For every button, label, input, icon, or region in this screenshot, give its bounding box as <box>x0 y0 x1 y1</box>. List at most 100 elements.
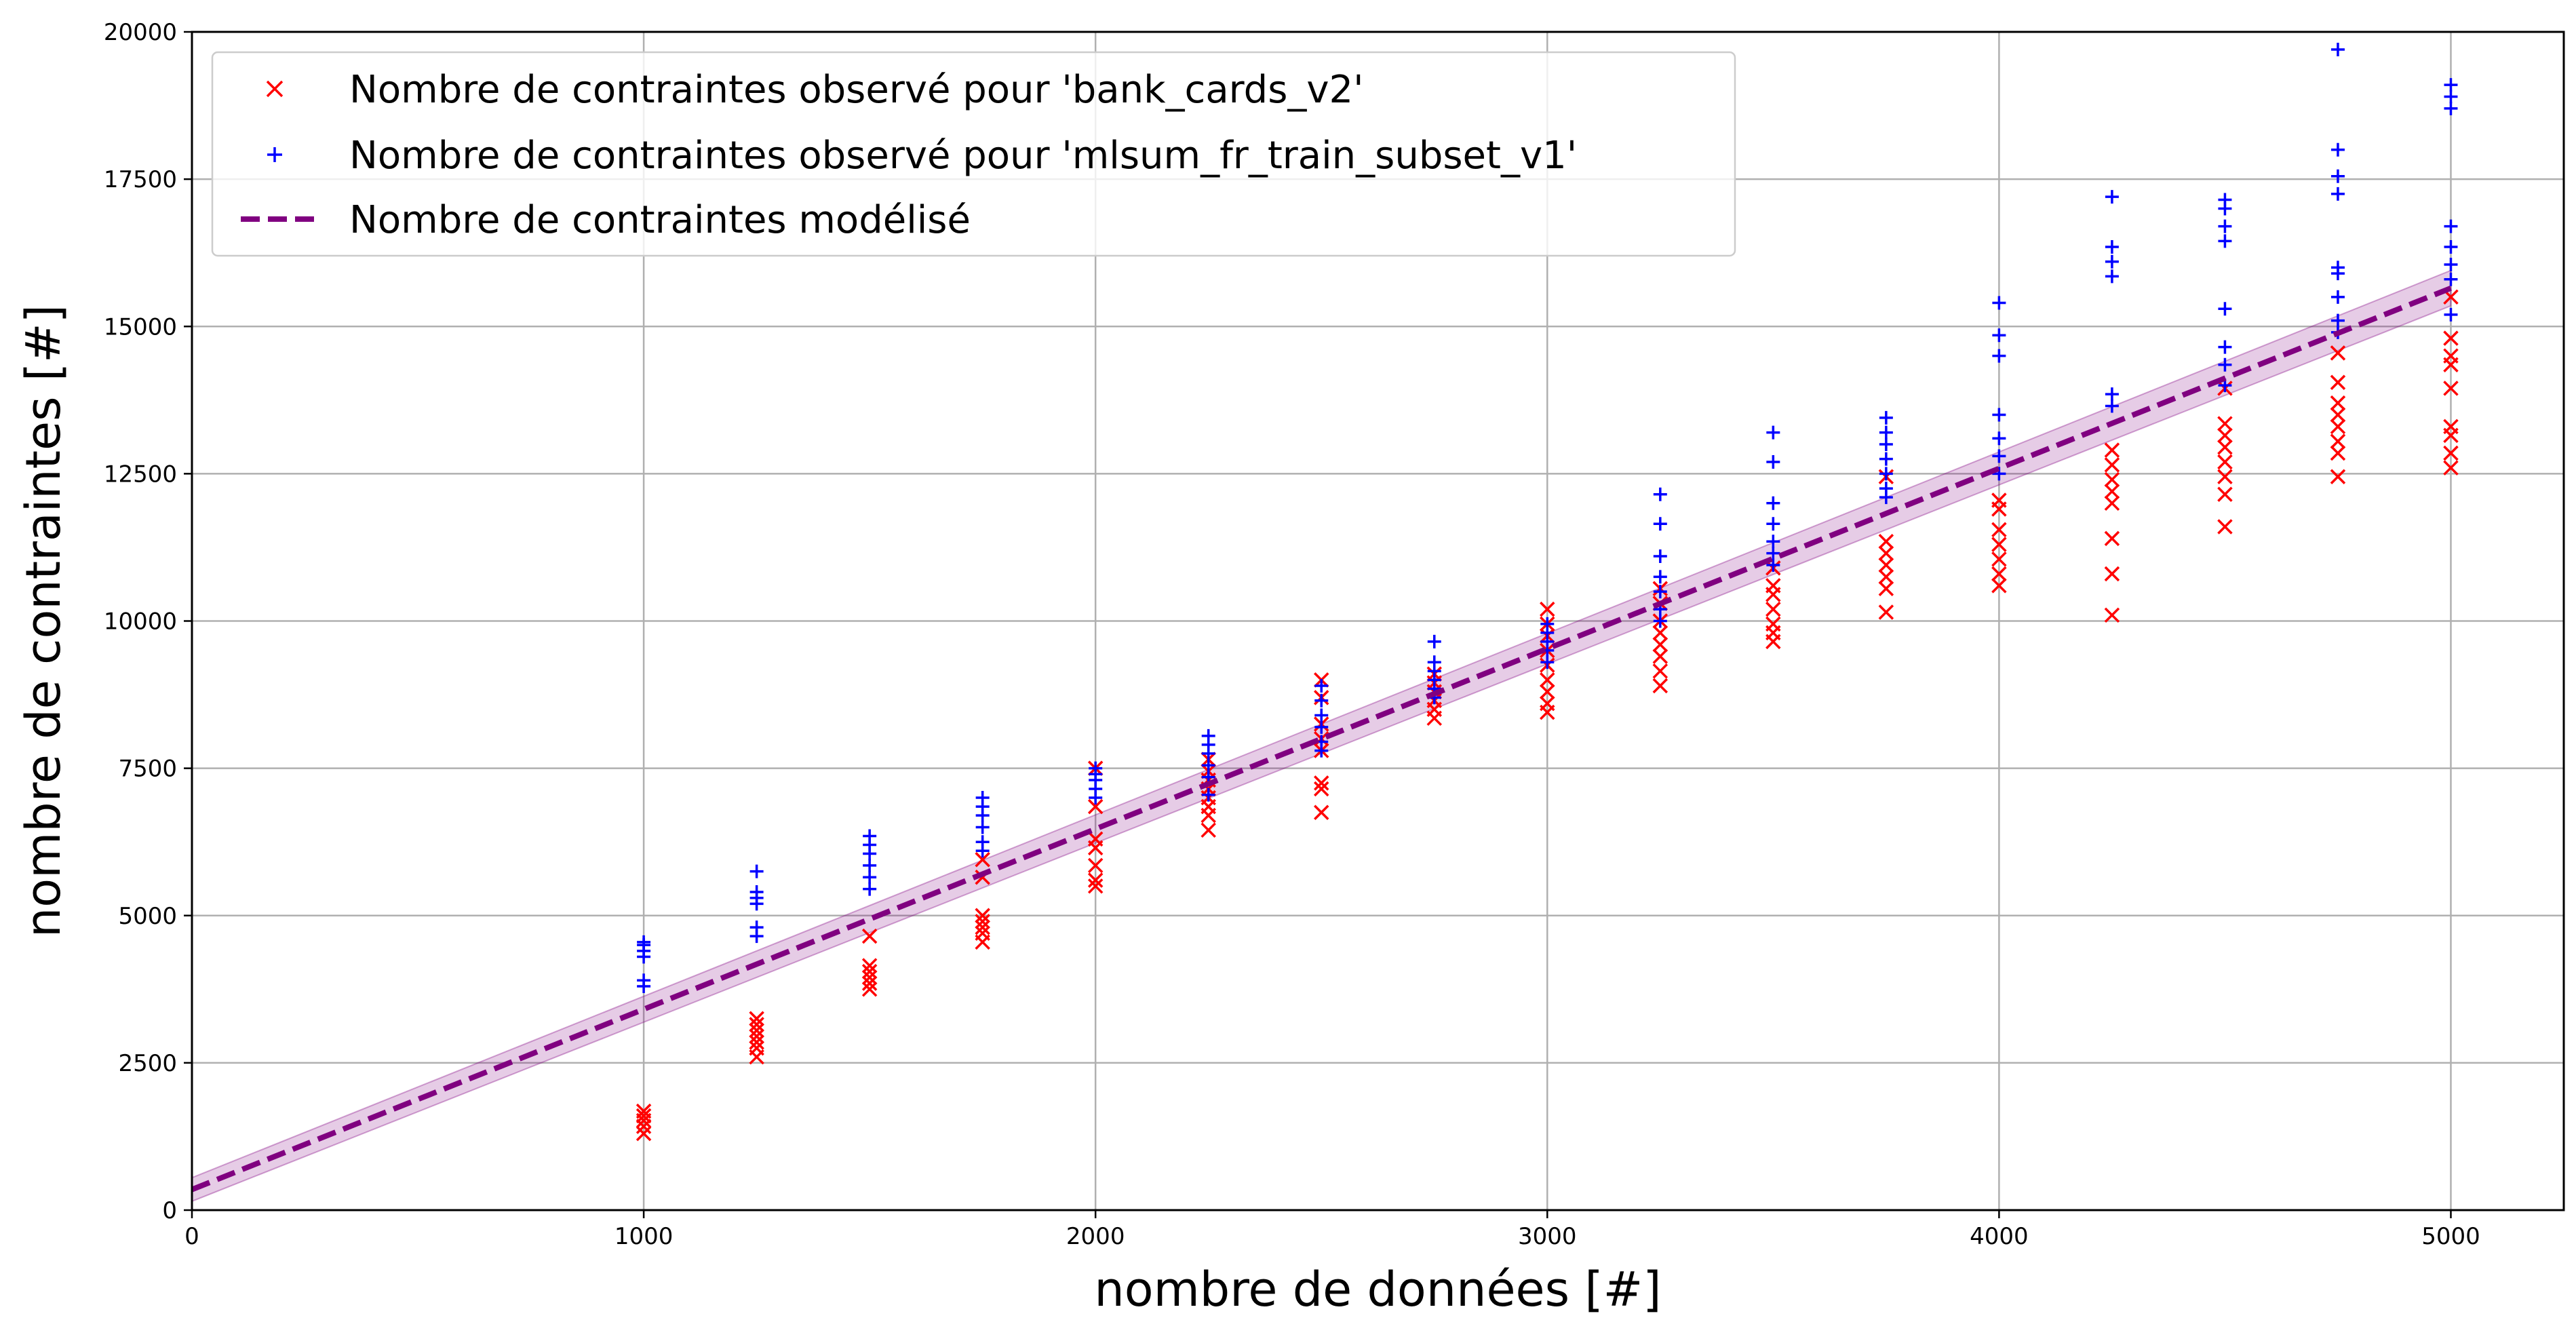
data-point-bank-cards <box>975 852 990 868</box>
data-point-mlsum <box>2218 357 2232 372</box>
data-point-mlsum <box>863 870 877 885</box>
data-point-bank-cards <box>2330 419 2346 435</box>
data-point-bank-cards <box>2443 348 2459 364</box>
legend: Nombre de contraintes observé pour 'bank… <box>211 51 1736 257</box>
data-point-mlsum <box>2105 399 2119 413</box>
data-point-bank-cards <box>2330 433 2346 449</box>
data-point-bank-cards <box>1878 581 1894 596</box>
data-point-mlsum <box>2444 272 2458 286</box>
data-point-bank-cards <box>2104 607 2120 623</box>
data-point-bank-cards <box>2104 530 2120 547</box>
data-point-mlsum <box>975 820 990 834</box>
y-tick-label: 12500 <box>104 461 177 488</box>
data-point-bank-cards <box>2443 445 2459 461</box>
data-point-mlsum <box>1766 546 1780 560</box>
data-point-bank-cards <box>2104 495 2120 511</box>
data-point-mlsum <box>1766 425 1780 440</box>
data-point-bank-cards <box>2104 484 2120 499</box>
legend-marker-x <box>266 80 284 98</box>
data-point-mlsum <box>1427 634 1441 648</box>
data-point-bank-cards <box>2217 416 2233 431</box>
data-point-bank-cards <box>1314 781 1329 797</box>
data-point-mlsum <box>1653 549 1667 563</box>
data-point-bank-cards <box>749 1040 764 1056</box>
data-point-bank-cards <box>1540 684 1555 699</box>
x-tick-label: 0 <box>184 1223 199 1250</box>
data-point-mlsum <box>1201 729 1215 743</box>
data-point-mlsum <box>2330 142 2345 157</box>
data-point-bank-cards <box>1652 637 1668 653</box>
data-point-mlsum <box>2218 302 2232 316</box>
data-point-bank-cards <box>861 964 878 979</box>
data-point-bank-cards <box>2217 519 2233 535</box>
data-point-bank-cards <box>2330 395 2346 411</box>
data-point-mlsum <box>2105 190 2119 204</box>
data-point-bank-cards <box>2217 454 2233 470</box>
data-point-mlsum <box>2330 43 2345 57</box>
data-points-layer <box>636 43 2459 1142</box>
data-point-mlsum <box>1653 487 1667 501</box>
data-point-bank-cards <box>2104 457 2120 473</box>
data-point-mlsum <box>2330 313 2345 328</box>
data-point-bank-cards <box>1314 775 1329 791</box>
data-point-mlsum <box>2444 307 2458 322</box>
data-point-mlsum <box>1992 349 2006 363</box>
data-point-bank-cards <box>1991 522 2007 538</box>
data-point-bank-cards <box>1540 601 1555 617</box>
data-point-mlsum <box>2330 187 2345 201</box>
data-point-bank-cards <box>636 1125 652 1142</box>
y-axis-title: nombre de contraintes [#] <box>16 305 71 937</box>
legend-marker-mlsum <box>267 147 282 162</box>
data-point-mlsum <box>1201 788 1215 802</box>
data-point-mlsum <box>1653 585 1667 599</box>
y-tick-label: 0 <box>162 1197 177 1224</box>
data-point-mlsum <box>2105 387 2119 402</box>
data-point-mlsum <box>1540 617 1555 631</box>
data-point-bank-cards <box>1991 551 2007 567</box>
data-point-mlsum <box>1766 496 1780 510</box>
data-point-bank-cards <box>1314 804 1329 820</box>
data-point-bank-cards <box>861 982 878 997</box>
data-point-mlsum <box>1879 425 1893 440</box>
data-point-bank-cards <box>2104 471 2120 488</box>
data-point-bank-cards <box>2217 427 2233 444</box>
data-point-bank-cards <box>975 925 990 942</box>
data-point-mlsum <box>2444 240 2458 254</box>
x-tick-label: 3000 <box>1518 1223 1577 1250</box>
legend-marker-plus <box>267 147 282 162</box>
data-point-bank-cards <box>1087 878 1104 894</box>
data-point-bank-cards <box>975 914 990 929</box>
data-point-mlsum <box>2330 169 2345 183</box>
data-point-bank-cards <box>2217 440 2233 455</box>
legend-label-model-line: Nombre de contraintes modélisé <box>349 198 971 242</box>
data-point-bank-cards <box>1991 537 2007 552</box>
legend-marker-bank-cards <box>266 80 284 98</box>
data-point-mlsum <box>637 935 651 949</box>
y-tick-label: 5000 <box>118 903 177 930</box>
data-point-mlsum <box>1089 761 1103 775</box>
y-tick-label: 17500 <box>104 166 177 193</box>
y-tick-label: 10000 <box>104 608 177 636</box>
x-tick-label: 4000 <box>1970 1223 2029 1250</box>
data-point-bank-cards <box>749 1017 764 1032</box>
data-point-mlsum <box>2444 101 2458 115</box>
data-point-mlsum <box>1540 655 1555 670</box>
data-point-mlsum <box>1879 410 1893 425</box>
data-point-bank-cards <box>2217 469 2233 484</box>
data-point-mlsum <box>1879 467 1893 481</box>
legend-label-mlsum: Nombre de contraintes observé pour 'mlsu… <box>349 134 1577 178</box>
data-point-mlsum <box>2105 254 2119 269</box>
data-point-bank-cards <box>1087 831 1104 847</box>
data-point-mlsum <box>1992 467 2006 481</box>
data-point-mlsum <box>2444 78 2458 92</box>
data-point-mlsum <box>1653 614 1667 628</box>
data-point-mlsum <box>2444 90 2458 104</box>
data-point-bank-cards <box>1087 872 1104 888</box>
data-point-mlsum <box>1766 558 1780 572</box>
data-point-bank-cards <box>2443 460 2459 476</box>
data-point-bank-cards <box>2443 419 2459 435</box>
data-point-bank-cards <box>1991 578 2007 594</box>
y-tick-label: 20000 <box>104 19 177 46</box>
data-point-bank-cards <box>1765 616 1781 632</box>
